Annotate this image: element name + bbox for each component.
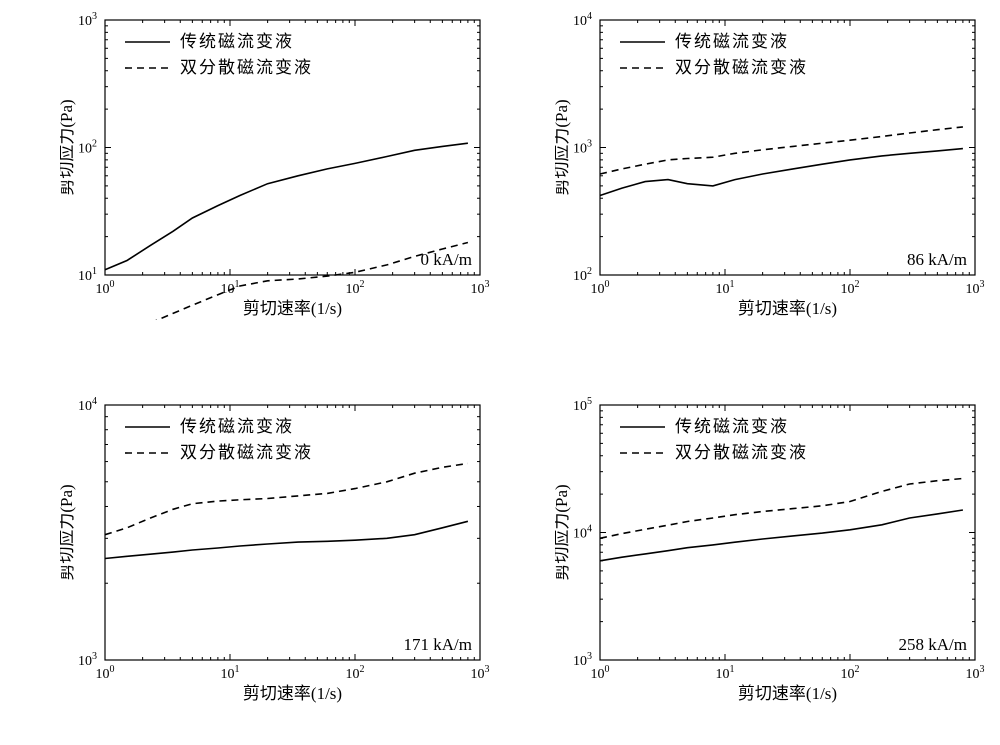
- x-tick-label: 103: [966, 279, 985, 297]
- y-tick-label: 105: [573, 396, 592, 414]
- legend: 传统磁流变液双分散磁流变液: [620, 32, 808, 77]
- chart-panel: 100 101 102 103 103 104 传统磁流变液双分散磁流变液 171 kA/m 剪…: [60, 395, 490, 705]
- x-tick-label: 103: [966, 664, 985, 682]
- legend-dash-label: 双分散磁流变液: [675, 443, 808, 462]
- series-dash: [600, 127, 963, 174]
- field-annotation: 0 kA/m: [421, 250, 472, 269]
- y-tick-label: 103: [573, 139, 592, 157]
- legend-dash-label: 双分散磁流变液: [180, 443, 313, 462]
- chart-panel: 100101102103101102103传统磁流变液双分散磁流变液0 kA/m…: [60, 10, 490, 320]
- y-axis-title: 剪切应力(Pa): [555, 484, 571, 580]
- x-tick-label: 102: [346, 664, 365, 682]
- x-tick-label: 102: [841, 279, 860, 297]
- chart-svg: 100 101 102 103 103 104 105 传统磁流变液双分散磁流变液 258 kA…: [555, 395, 985, 705]
- legend: 传统磁流变液双分散磁流变液: [125, 417, 313, 462]
- y-tick-label: 103: [78, 651, 97, 669]
- x-tick-label: 100: [96, 664, 115, 682]
- figure-container: 100101102103101102103传统磁流变液双分散磁流变液0 kA/m…: [0, 0, 1000, 745]
- chart-svg: 100101102103101102103传统磁流变液双分散磁流变液0 kA/m…: [60, 10, 490, 320]
- series-dash: [600, 479, 963, 539]
- x-axis-title: 剪切速率(1/s): [243, 299, 342, 318]
- series-solid: [105, 143, 468, 270]
- chart-svg: 100 101 102 103 102 103 104 传统磁流变液双分散磁流变液 86 kA/…: [555, 10, 985, 320]
- x-axis-title: 剪切速率(1/s): [243, 684, 342, 703]
- chart-panel: 100 101 102 103 103 104 105 传统磁流变液双分散磁流变液 258 kA…: [555, 395, 985, 705]
- y-axis-title: 剪切应力(Pa): [60, 484, 76, 580]
- legend: 传统磁流变液双分散磁流变液: [620, 417, 808, 462]
- field-annotation: 86 kA/m: [907, 250, 967, 269]
- y-axis-title: 剪切应力(Pa): [555, 99, 571, 195]
- x-tick-label: 100: [591, 664, 610, 682]
- field-annotation: 171 kA/m: [404, 635, 472, 654]
- legend-dash-label: 双分散磁流变液: [675, 58, 808, 77]
- chart-svg: 100 101 102 103 103 104 传统磁流变液双分散磁流变液 171 kA/m 剪…: [60, 395, 490, 705]
- x-tick-label: 102: [841, 664, 860, 682]
- x-tick-label: 103: [471, 664, 490, 682]
- y-tick-label: 104: [78, 396, 97, 414]
- x-tick-label: 101: [716, 664, 735, 682]
- y-axis-title: 剪切应力(Pa): [60, 99, 76, 195]
- y-tick-label: 103: [78, 11, 97, 29]
- x-tick-label: 101: [716, 279, 735, 297]
- legend-solid-label: 传统磁流变液: [180, 417, 294, 436]
- x-tick-label: 103: [471, 279, 490, 297]
- x-axis-title: 剪切速率(1/s): [738, 684, 837, 703]
- y-tick-label: 102: [573, 266, 592, 284]
- legend: 传统磁流变液双分散磁流变液: [125, 32, 313, 77]
- y-tick-label: 104: [573, 11, 592, 29]
- series-solid: [600, 510, 963, 561]
- legend-dash-label: 双分散磁流变液: [180, 58, 313, 77]
- series-solid: [600, 149, 963, 196]
- y-tick-label: 104: [573, 524, 592, 542]
- chart-panel: 100 101 102 103 102 103 104 传统磁流变液双分散磁流变液 86 kA/…: [555, 10, 985, 320]
- legend-solid-label: 传统磁流变液: [675, 32, 789, 51]
- legend-solid-label: 传统磁流变液: [675, 417, 789, 436]
- legend-solid-label: 传统磁流变液: [180, 32, 294, 51]
- x-tick-label: 101: [221, 279, 240, 297]
- x-axis-title: 剪切速率(1/s): [738, 299, 837, 318]
- series-dash: [105, 463, 468, 534]
- x-tick-label: 100: [96, 279, 115, 297]
- x-tick-label: 102: [346, 279, 365, 297]
- series-solid: [105, 521, 468, 558]
- y-tick-label: 103: [573, 651, 592, 669]
- y-tick-label: 102: [78, 139, 97, 157]
- x-tick-label: 100: [591, 279, 610, 297]
- field-annotation: 258 kA/m: [899, 635, 967, 654]
- x-tick-label: 101: [221, 664, 240, 682]
- y-tick-label: 101: [78, 266, 97, 284]
